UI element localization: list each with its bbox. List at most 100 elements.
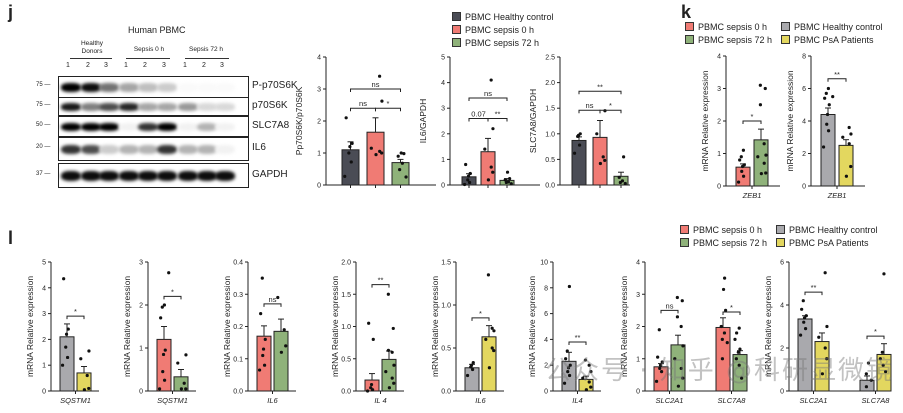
blot-band	[197, 144, 217, 155]
y-tick-label: 0.0	[441, 389, 451, 396]
y-tick-label: 4	[317, 55, 321, 62]
data-point	[759, 172, 763, 176]
data-point	[503, 178, 507, 182]
data-point	[583, 358, 588, 362]
blot-band	[81, 144, 101, 155]
data-point	[587, 380, 591, 384]
blot-band	[215, 83, 235, 92]
legend-swatch	[685, 22, 694, 31]
data-point	[167, 271, 171, 275]
western-blot: Human PBMC Healthy Donors Sepsis 0 h Sep…	[0, 0, 300, 200]
data-point	[162, 303, 166, 307]
data-point	[847, 142, 851, 146]
significance-label: ns	[586, 101, 594, 110]
y-tick-label: 0	[441, 183, 445, 190]
y-tick-label: 0	[717, 184, 721, 191]
blot-row-label: SLC7A8	[252, 119, 290, 131]
data-point	[487, 366, 491, 370]
data-point	[390, 350, 394, 354]
significance-label: ns	[484, 89, 492, 98]
lane-label: 1	[124, 62, 128, 69]
data-point	[821, 145, 826, 149]
category-label: IL 4	[374, 396, 386, 405]
data-point	[378, 149, 382, 153]
legend-label: PBMC sepsis 72 h	[698, 34, 773, 45]
significance-label: **	[597, 82, 603, 91]
data-point	[471, 361, 475, 365]
chart-j3: 0.0 0.5 1.0 1.5 2.0 2.5 SLC7A8/GAPDH ** ns *	[528, 55, 630, 190]
y-axis-label: mRNA Relative expression	[25, 276, 35, 377]
data-point	[826, 86, 830, 91]
category-label: SQSTM1	[60, 396, 91, 405]
legend-label: PBMC Healthy control	[465, 11, 554, 22]
blot-band	[157, 83, 177, 92]
data-point	[391, 326, 395, 331]
data-point	[259, 312, 263, 316]
lane-label: 3	[162, 62, 166, 69]
data-point	[578, 132, 582, 136]
data-point	[595, 132, 599, 136]
blot-strip	[58, 97, 249, 116]
significance-bracket	[804, 291, 823, 296]
data-point	[849, 132, 853, 136]
legend-label: PBMC sepsis 72 h	[693, 237, 768, 248]
significance-label: *	[609, 101, 612, 110]
blot-band	[119, 83, 139, 92]
legend-swatch	[781, 22, 790, 31]
y-tick-label: 1	[139, 346, 143, 353]
data-point	[282, 328, 286, 332]
data-point	[464, 162, 468, 167]
significance-bracket	[468, 117, 489, 122]
y-axis-label: mRNA Relative expression	[619, 276, 629, 377]
significance-bracket	[263, 303, 282, 307]
blot-group-label: Sepsis 0 h	[133, 46, 165, 53]
chart-k2: 0 2 4 6 8 mRNA Relative expression ZEB1 **	[785, 54, 865, 200]
significance-bracket	[660, 309, 679, 314]
data-point	[741, 148, 745, 152]
data-point	[598, 161, 602, 166]
data-point	[66, 327, 70, 331]
bar	[571, 139, 587, 186]
data-point	[589, 385, 593, 389]
data-point	[658, 366, 662, 371]
data-point	[758, 83, 762, 87]
y-tick-label: 0.3	[233, 292, 243, 299]
data-point	[369, 146, 373, 150]
blot-strip	[58, 76, 249, 98]
legend-l-left: PBMC sepsis 0 h PBMC sepsis 72 h	[680, 223, 767, 249]
data-point	[465, 373, 470, 378]
data-point	[847, 125, 851, 130]
blot-band	[138, 144, 158, 155]
data-point	[617, 175, 621, 179]
significance-label: ns	[372, 80, 380, 89]
data-point	[673, 357, 677, 361]
y-axis-label: mRNA Relative expression	[527, 276, 537, 377]
data-point	[62, 277, 66, 281]
y-axis-label: mRNA Relative expression	[763, 276, 773, 377]
data-point	[826, 129, 831, 133]
category-label: ZEB1	[827, 191, 847, 200]
data-point	[841, 135, 845, 139]
mw-marker: 37 —	[36, 170, 51, 177]
legend-label: PBMC Healthy control	[794, 21, 883, 32]
blot-band	[61, 122, 81, 132]
legend-label: PBMC sepsis 72 h	[465, 37, 540, 48]
data-point	[801, 299, 805, 303]
significance-label: *	[171, 287, 174, 296]
legend-k-right: PBMC Healthy control PBMC PsA Patients	[781, 20, 883, 46]
y-tick-label: 5	[441, 55, 445, 62]
y-tick-label: 4	[636, 260, 640, 267]
category-label: ZEB1	[742, 191, 762, 200]
panel-letter-k: k	[681, 2, 692, 22]
data-point	[681, 344, 685, 348]
bar	[391, 162, 410, 186]
y-tick-label: 0.0	[545, 183, 555, 190]
significance-label: **	[834, 70, 840, 79]
data-point	[825, 122, 829, 126]
significance-bracket	[350, 107, 376, 112]
legend-label: PBMC sepsis 0 h	[698, 21, 768, 32]
data-point	[676, 384, 680, 388]
data-point	[817, 335, 821, 339]
legend-label: PBMC Healthy control	[789, 224, 878, 235]
data-point	[279, 350, 283, 354]
